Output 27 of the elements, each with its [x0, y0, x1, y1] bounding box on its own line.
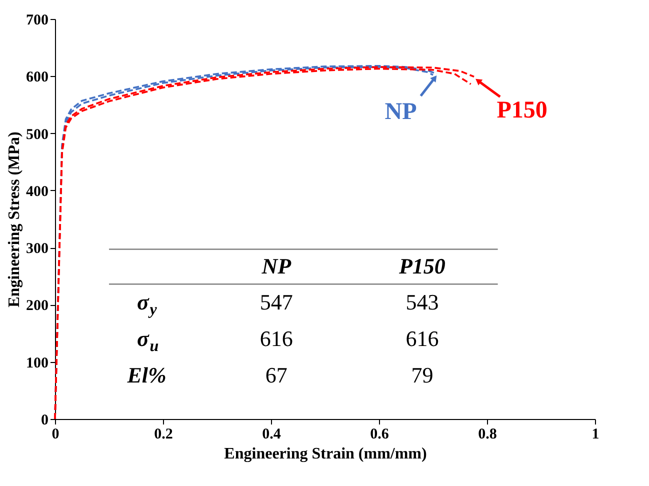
y-tick-label: 400 [26, 184, 48, 200]
x-tick-label: 0 [52, 426, 60, 442]
legend-label: P150 [496, 98, 548, 124]
x-tick-label: 0.4 [262, 426, 282, 442]
annotation: 79 [411, 362, 434, 388]
annotation: P150 [398, 254, 446, 279]
x-tick-label: 1 [592, 426, 600, 442]
annotation: 543 [406, 289, 439, 314]
y-tick-label: 100 [26, 355, 48, 372]
y-tick-label: 500 [26, 126, 48, 143]
legend-label: NP [384, 98, 417, 125]
y-tick-label: 0 [41, 412, 48, 428]
annotation: 616 [406, 326, 439, 351]
y-tick-label: 700 [26, 12, 48, 28]
x-tick-label: 0.2 [154, 426, 173, 442]
annotation: 547 [260, 289, 293, 314]
x-tick-label: 0.6 [370, 426, 390, 442]
annotation: 616 [260, 326, 293, 351]
y-tick-label: 600 [26, 70, 48, 86]
annotation: NP [260, 254, 292, 279]
x-tick-label: 0.8 [478, 426, 497, 442]
annotation: 67 [265, 362, 288, 388]
y-axis-title: Engineering Stress (MPa) [6, 132, 23, 308]
x-axis-title: Engineering Strain (mm/mm) [224, 446, 427, 462]
y-tick-label: 300 [26, 241, 48, 258]
y-tick-label: 200 [26, 298, 48, 314]
annotation: El% [126, 362, 166, 388]
